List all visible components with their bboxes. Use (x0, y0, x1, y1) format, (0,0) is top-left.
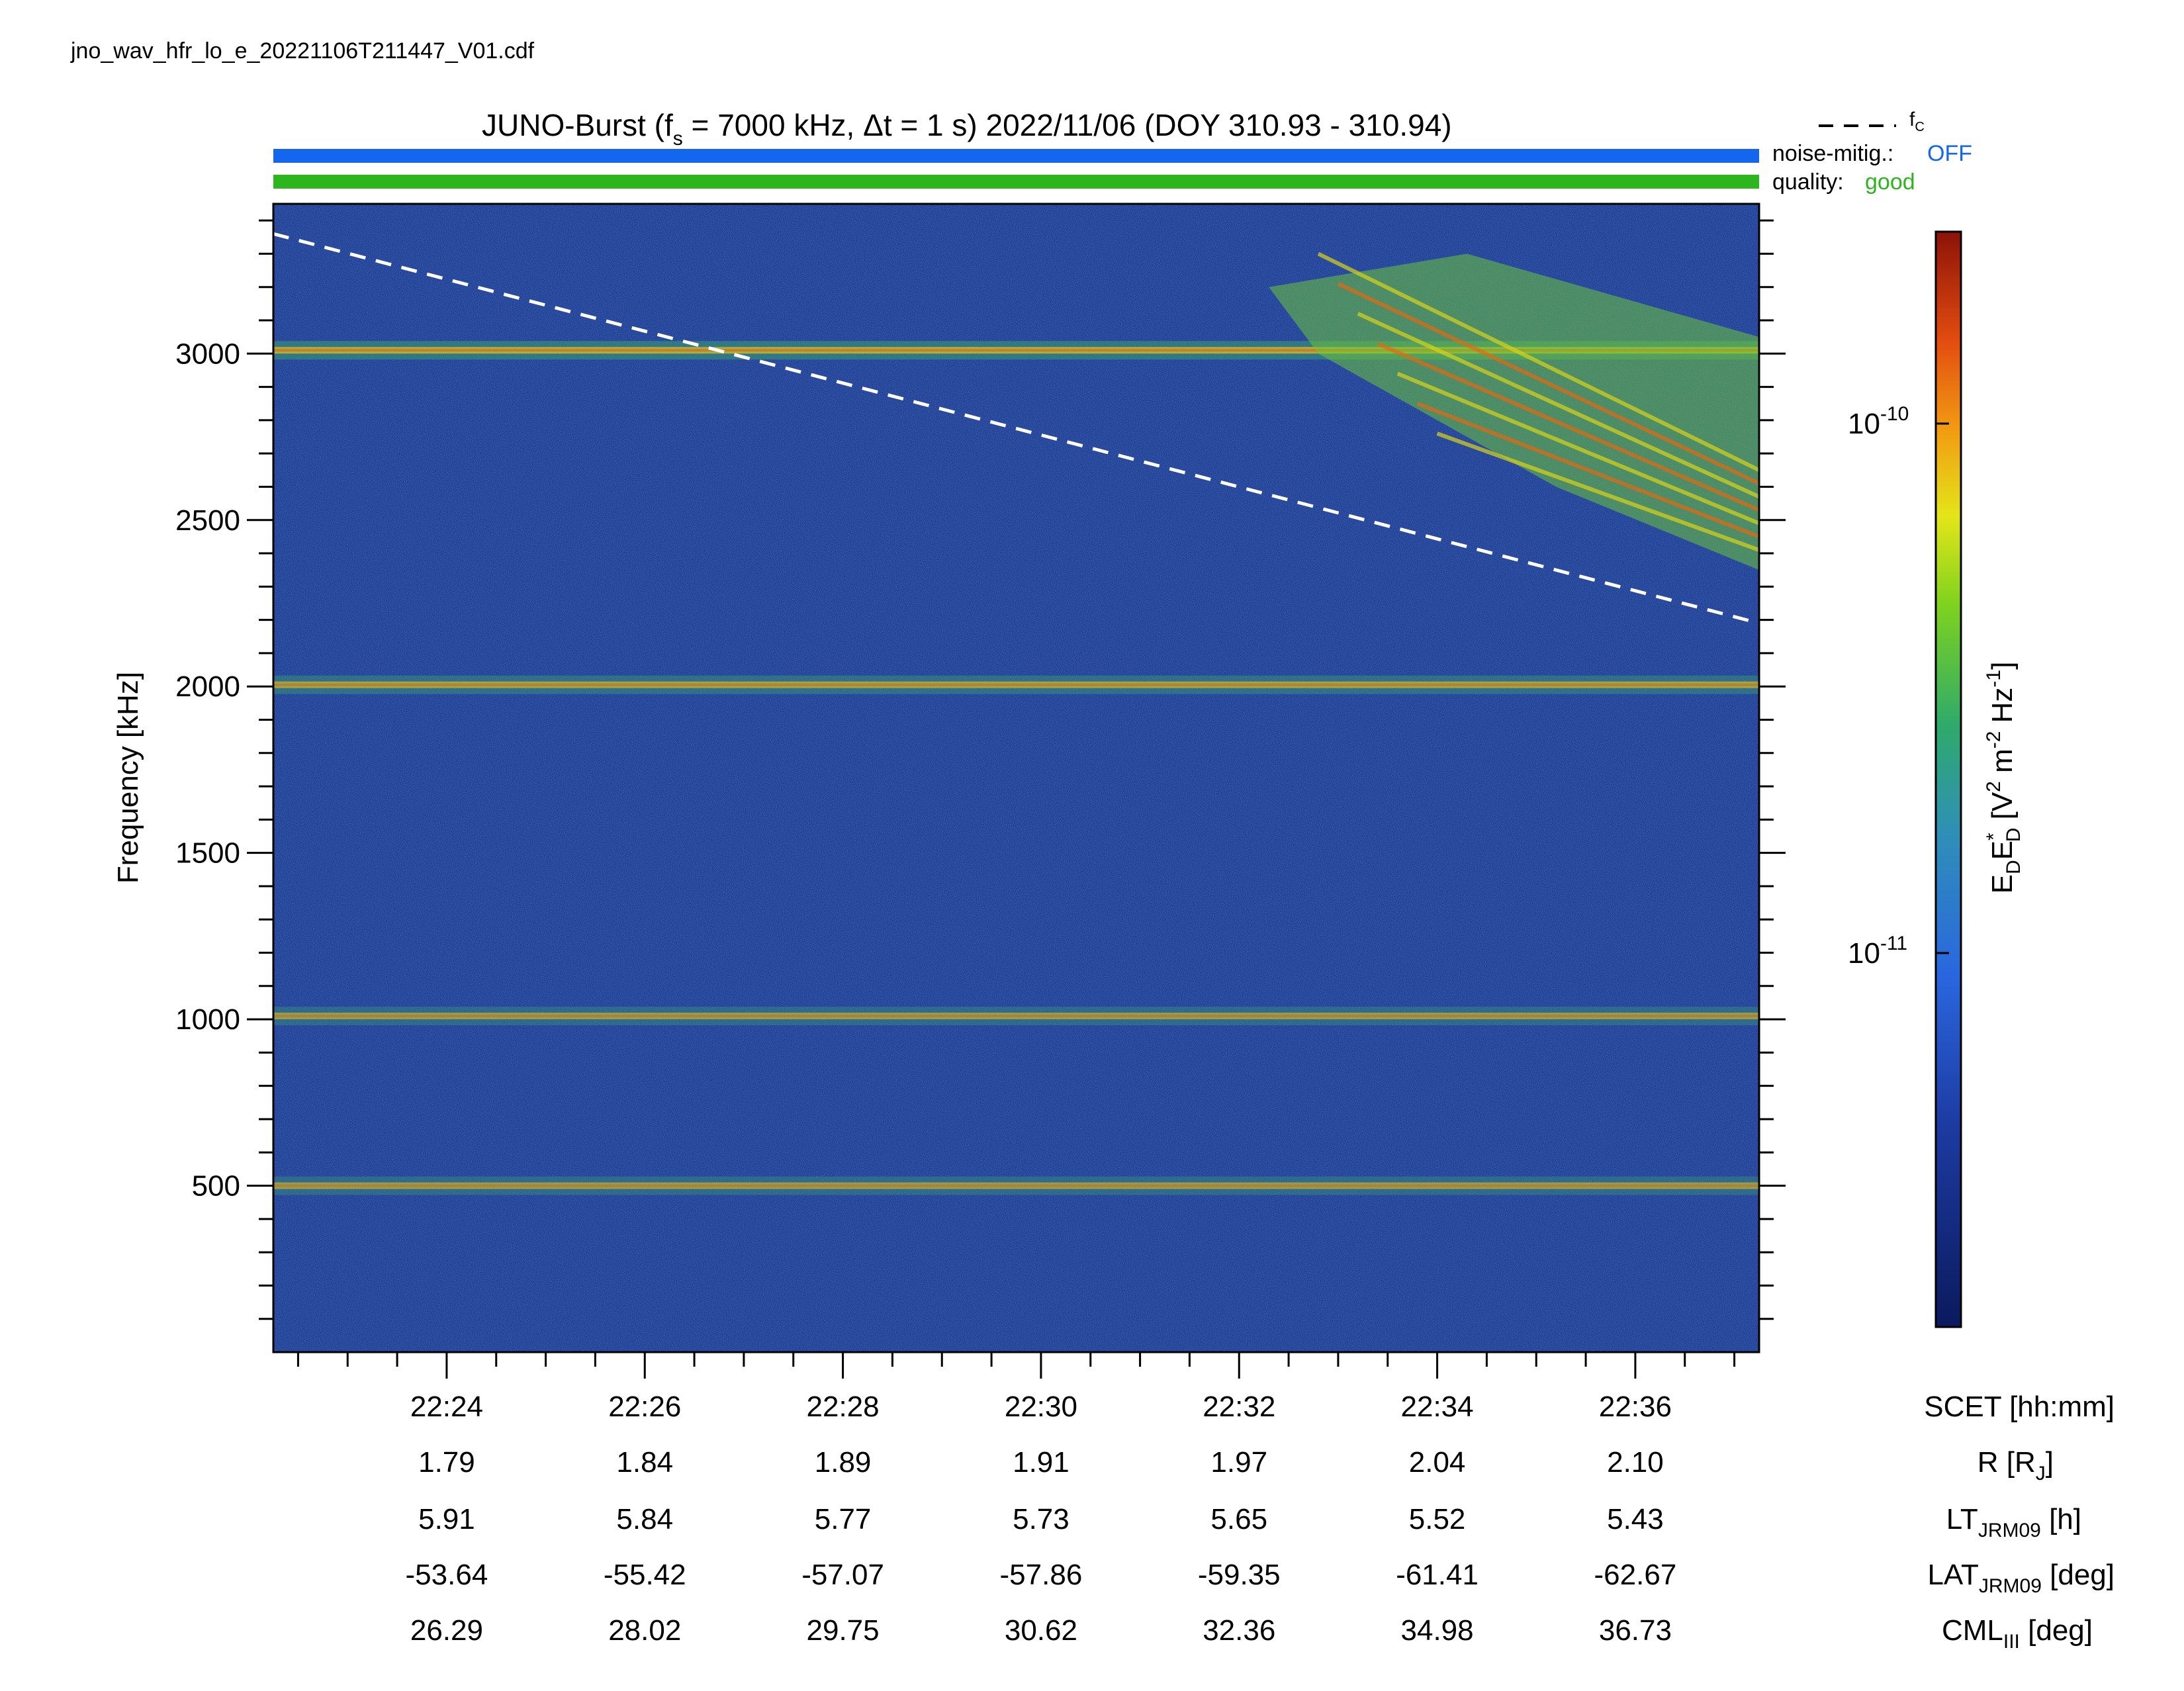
lt-value: 5.43 (1607, 1503, 1664, 1535)
y-tick-label: 2500 (175, 504, 240, 537)
band-peak (273, 349, 1759, 352)
colorbar (1934, 230, 1962, 1328)
quality-value: good (1865, 169, 1915, 195)
lat-value: -62.67 (1594, 1559, 1677, 1591)
lt-value: 5.65 (1210, 1503, 1267, 1535)
burst-streak (1396, 371, 1759, 526)
lt-value: 5.73 (1013, 1503, 1069, 1535)
r-value: 2.10 (1607, 1446, 1664, 1479)
fc-curve (273, 232, 1759, 625)
chart-title: JUNO-Burst (fs = 7000 kHz, Δt = 1 s) 202… (482, 108, 1452, 150)
cml-row-label: CMLIII [deg] (1942, 1614, 2093, 1653)
burst-streaks (1317, 251, 1759, 552)
lt-value: 5.84 (616, 1503, 673, 1535)
cml-value: 32.36 (1203, 1614, 1275, 1647)
colorbar-tick-label-1e-11: 10-11 (1848, 933, 1907, 970)
y-axis-ticks: 500 1000 1500 2000 2500 3000 (175, 219, 1786, 1320)
lat-row-label: LATJRM09 [deg] (1927, 1559, 2115, 1597)
r-row-label: R [RJ] (1978, 1446, 2054, 1485)
colorbar-label: EDE*D [V2 m-2 Hz-1] (1983, 662, 2025, 894)
y-tick-label: 3000 (175, 338, 240, 370)
ephemeris-row-labels: SCET [hh:mm] R [RJ] LTJRM09 [h] LATJRM09… (1924, 1391, 2115, 1653)
y-tick-label: 1000 (175, 1003, 240, 1036)
cml-value: 26.29 (410, 1614, 483, 1647)
r-value: 1.79 (418, 1446, 475, 1479)
band-peak (273, 1184, 1759, 1187)
lat-value: -53.64 (406, 1559, 488, 1591)
plot-frame (272, 203, 1760, 1353)
burst-streak (1436, 432, 1759, 552)
cml-value: 34.98 (1401, 1614, 1474, 1647)
band-core (273, 681, 1759, 688)
scet-row-label: SCET [hh:mm] (1924, 1391, 2115, 1423)
quality-label: quality: (1772, 169, 1844, 195)
quality-bar (273, 175, 1759, 189)
band-core (273, 1182, 1759, 1189)
burst-streak (1416, 401, 1759, 539)
filename-label: jno_wav_hfr_lo_e_20221106T211447_V01.cdf (70, 38, 535, 64)
burst-streak (1317, 251, 1759, 473)
lt-value: 5.77 (815, 1503, 872, 1535)
lat-value: -57.07 (801, 1559, 884, 1591)
fc-legend-label: fC (1909, 109, 1925, 134)
lat-value: -59.35 (1198, 1559, 1281, 1591)
lat-value: -61.41 (1396, 1559, 1479, 1591)
r-value: 1.97 (1210, 1446, 1267, 1479)
cml-value: 29.75 (807, 1614, 880, 1647)
r-value: 1.91 (1013, 1446, 1069, 1479)
scet-tick-label: 22:36 (1599, 1391, 1672, 1423)
burst-streak (1377, 342, 1759, 512)
r-value: 1.84 (616, 1446, 673, 1479)
x-axis-ticks: 22:24 1.79 5.91 -53.64 26.29 22:26 1.84 5.84 -55… (296, 1352, 1736, 1647)
noise-mitig-label: noise-mitig.: (1772, 141, 1893, 166)
emission-bands (273, 341, 1759, 1195)
scet-tick-label: 22:34 (1401, 1391, 1474, 1423)
colorbar-tick-label-1e-10: 10-10 (1848, 403, 1909, 440)
cml-value: 36.73 (1599, 1614, 1672, 1647)
burst-streak (1357, 312, 1759, 499)
band-core (273, 1013, 1759, 1020)
band-peak (273, 683, 1759, 686)
r-value: 1.89 (815, 1446, 872, 1479)
scet-tick-label: 22:26 (608, 1391, 681, 1423)
y-axis-label: Frequency [kHz] (112, 672, 144, 884)
r-value: 2.04 (1409, 1446, 1466, 1479)
lt-value: 5.52 (1409, 1503, 1466, 1535)
spectrogram (273, 204, 1759, 1352)
lt-value: 5.91 (418, 1503, 475, 1535)
y-tick-label: 500 (192, 1170, 240, 1203)
burst-streak (1337, 281, 1759, 486)
scet-tick-label: 22:30 (1005, 1391, 1077, 1423)
y-tick-label: 1500 (175, 837, 240, 870)
scet-tick-label: 22:28 (807, 1391, 880, 1423)
noise-mitig-value: OFF (1927, 141, 1972, 166)
lt-row-label: LTJRM09 [h] (1946, 1503, 2081, 1541)
band-peak (273, 1015, 1759, 1018)
scet-tick-label: 22:24 (410, 1391, 483, 1423)
lat-value: -57.86 (1000, 1559, 1083, 1591)
cml-value: 28.02 (608, 1614, 681, 1647)
band-core (273, 347, 1759, 354)
y-tick-label: 2000 (175, 670, 240, 703)
lat-value: -55.42 (604, 1559, 686, 1591)
noise-mitigation-bar (273, 149, 1759, 163)
cml-value: 30.62 (1005, 1614, 1077, 1647)
scet-tick-label: 22:32 (1203, 1391, 1275, 1423)
